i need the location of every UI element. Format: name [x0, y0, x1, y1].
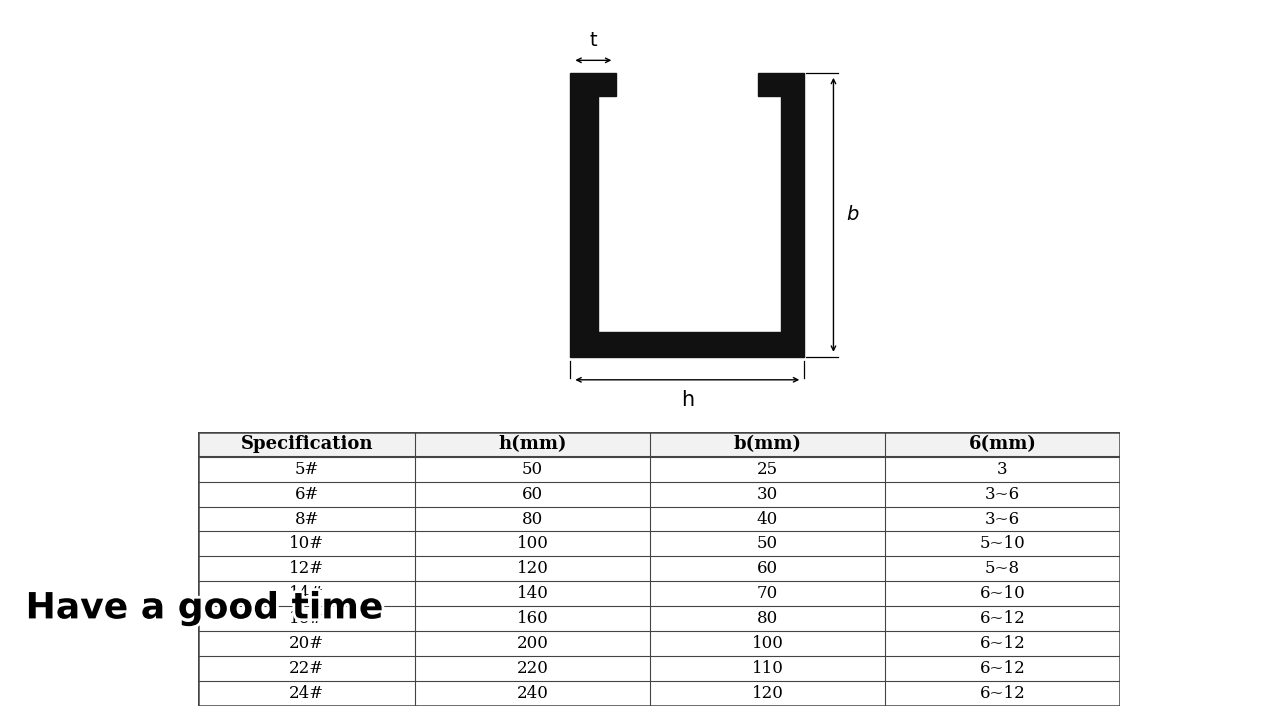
Text: 40: 40: [756, 510, 778, 528]
Text: 200: 200: [517, 635, 548, 652]
Text: 50: 50: [756, 536, 778, 552]
Text: 50: 50: [522, 461, 543, 478]
Text: 6~10: 6~10: [979, 585, 1025, 602]
Text: 6~12: 6~12: [979, 635, 1025, 652]
Text: 6~12: 6~12: [979, 610, 1025, 627]
Text: 160: 160: [517, 610, 548, 627]
Text: 30: 30: [756, 486, 778, 503]
Text: 3~6: 3~6: [984, 510, 1020, 528]
Text: 5~8: 5~8: [984, 560, 1020, 577]
Text: 6~12: 6~12: [979, 660, 1025, 677]
Text: 8#: 8#: [294, 510, 319, 528]
Text: 6(mm): 6(mm): [969, 436, 1037, 454]
Text: 60: 60: [756, 560, 778, 577]
Text: h: h: [681, 390, 694, 410]
Text: 60: 60: [522, 486, 543, 503]
Text: 16#: 16#: [289, 610, 324, 627]
Text: 80: 80: [756, 610, 778, 627]
Text: 220: 220: [517, 660, 548, 677]
Text: 140: 140: [517, 585, 548, 602]
Text: 5#: 5#: [294, 461, 319, 478]
Text: t: t: [590, 31, 598, 50]
Text: 3~6: 3~6: [984, 486, 1020, 503]
Text: 120: 120: [517, 560, 548, 577]
Text: 70: 70: [756, 585, 778, 602]
Text: h(mm): h(mm): [498, 436, 567, 454]
Text: 100: 100: [517, 536, 548, 552]
Text: 80: 80: [522, 510, 543, 528]
Text: 10#: 10#: [289, 536, 324, 552]
Text: Specification: Specification: [241, 436, 372, 454]
Text: 6#: 6#: [294, 486, 319, 503]
Text: 6~12: 6~12: [979, 685, 1025, 702]
Text: b(mm): b(mm): [733, 436, 801, 454]
Text: b: b: [846, 205, 859, 225]
Text: 240: 240: [517, 685, 548, 702]
Text: 3: 3: [997, 461, 1007, 478]
Text: 100: 100: [751, 635, 783, 652]
Text: 5~10: 5~10: [979, 536, 1025, 552]
Text: 14#: 14#: [289, 585, 324, 602]
Text: 20#: 20#: [289, 635, 324, 652]
Text: 110: 110: [751, 660, 783, 677]
Text: 120: 120: [751, 685, 783, 702]
Text: 25: 25: [756, 461, 778, 478]
Text: 12#: 12#: [289, 560, 324, 577]
Text: 24#: 24#: [289, 685, 324, 702]
Polygon shape: [571, 73, 804, 357]
Text: 22#: 22#: [289, 660, 324, 677]
Text: Have a good time: Have a good time: [26, 591, 384, 626]
Bar: [198, 432, 1120, 457]
